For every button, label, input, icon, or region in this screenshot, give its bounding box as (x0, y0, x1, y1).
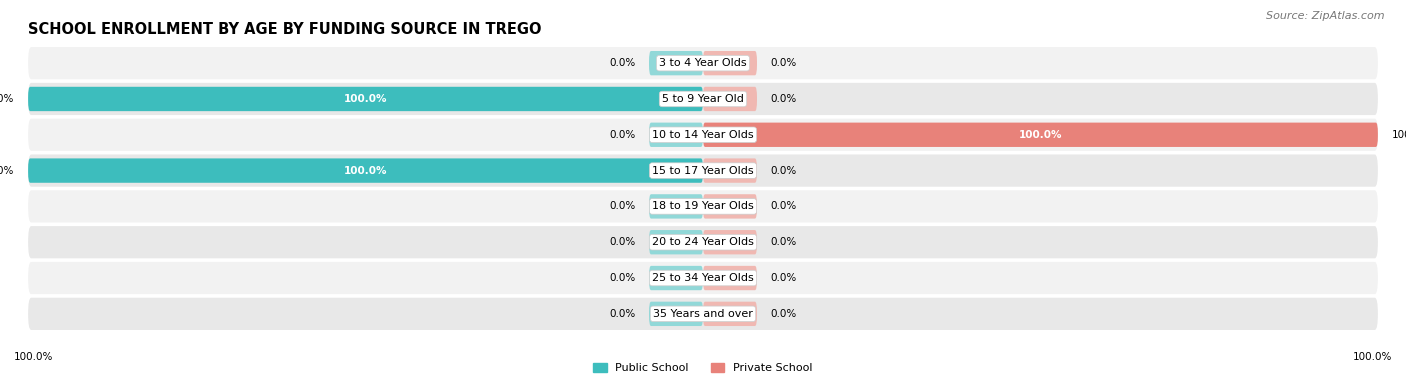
FancyBboxPatch shape (28, 83, 1378, 115)
Text: 100.0%: 100.0% (344, 166, 387, 176)
Text: 0.0%: 0.0% (770, 94, 797, 104)
FancyBboxPatch shape (703, 51, 756, 75)
FancyBboxPatch shape (650, 302, 703, 326)
Text: 100.0%: 100.0% (0, 94, 14, 104)
Text: 0.0%: 0.0% (609, 273, 636, 283)
FancyBboxPatch shape (28, 158, 703, 183)
Text: 100.0%: 100.0% (14, 352, 53, 362)
FancyBboxPatch shape (28, 87, 703, 111)
Text: 0.0%: 0.0% (770, 273, 797, 283)
FancyBboxPatch shape (28, 190, 1378, 222)
Text: 5 to 9 Year Old: 5 to 9 Year Old (662, 94, 744, 104)
FancyBboxPatch shape (703, 158, 756, 183)
Text: 15 to 17 Year Olds: 15 to 17 Year Olds (652, 166, 754, 176)
Text: 0.0%: 0.0% (609, 130, 636, 140)
Text: 0.0%: 0.0% (609, 309, 636, 319)
FancyBboxPatch shape (650, 194, 703, 219)
FancyBboxPatch shape (28, 119, 1378, 151)
Text: SCHOOL ENROLLMENT BY AGE BY FUNDING SOURCE IN TREGO: SCHOOL ENROLLMENT BY AGE BY FUNDING SOUR… (28, 22, 541, 37)
Text: 0.0%: 0.0% (770, 237, 797, 247)
FancyBboxPatch shape (28, 47, 1378, 79)
FancyBboxPatch shape (703, 230, 756, 254)
Text: 0.0%: 0.0% (770, 201, 797, 211)
Text: 0.0%: 0.0% (770, 58, 797, 68)
FancyBboxPatch shape (703, 87, 756, 111)
Legend: Public School, Private School: Public School, Private School (589, 359, 817, 377)
Text: 100.0%: 100.0% (1392, 130, 1406, 140)
Text: Source: ZipAtlas.com: Source: ZipAtlas.com (1267, 11, 1385, 21)
Text: 20 to 24 Year Olds: 20 to 24 Year Olds (652, 237, 754, 247)
FancyBboxPatch shape (650, 123, 703, 147)
Text: 0.0%: 0.0% (770, 166, 797, 176)
Text: 0.0%: 0.0% (609, 58, 636, 68)
Text: 100.0%: 100.0% (1353, 352, 1392, 362)
Text: 0.0%: 0.0% (770, 309, 797, 319)
FancyBboxPatch shape (703, 194, 756, 219)
FancyBboxPatch shape (650, 266, 703, 290)
Text: 10 to 14 Year Olds: 10 to 14 Year Olds (652, 130, 754, 140)
Text: 35 Years and over: 35 Years and over (652, 309, 754, 319)
Text: 18 to 19 Year Olds: 18 to 19 Year Olds (652, 201, 754, 211)
Text: 25 to 34 Year Olds: 25 to 34 Year Olds (652, 273, 754, 283)
FancyBboxPatch shape (703, 123, 1378, 147)
Text: 100.0%: 100.0% (0, 166, 14, 176)
Text: 0.0%: 0.0% (609, 237, 636, 247)
FancyBboxPatch shape (28, 155, 1378, 187)
FancyBboxPatch shape (650, 51, 703, 75)
FancyBboxPatch shape (650, 230, 703, 254)
Text: 0.0%: 0.0% (609, 201, 636, 211)
FancyBboxPatch shape (28, 262, 1378, 294)
FancyBboxPatch shape (703, 302, 756, 326)
Text: 3 to 4 Year Olds: 3 to 4 Year Olds (659, 58, 747, 68)
FancyBboxPatch shape (28, 298, 1378, 330)
FancyBboxPatch shape (703, 266, 756, 290)
Text: 100.0%: 100.0% (1019, 130, 1062, 140)
Text: 100.0%: 100.0% (344, 94, 387, 104)
FancyBboxPatch shape (28, 226, 1378, 258)
